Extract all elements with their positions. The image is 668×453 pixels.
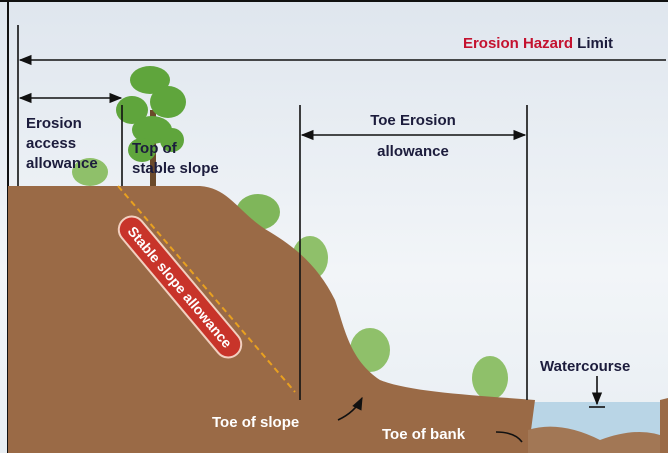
label: allowance <box>26 155 98 172</box>
title-red: Erosion Hazard <box>463 35 573 52</box>
label: Toe of slope <box>212 414 299 431</box>
title: Erosion Hazard Limit <box>463 35 613 52</box>
label: Top of <box>132 140 178 157</box>
title-dark: Limit <box>577 35 613 52</box>
label: allowance <box>377 143 449 160</box>
label: Toe Erosion <box>370 112 456 129</box>
label: stable slope <box>132 160 219 177</box>
label: Erosion <box>26 115 82 132</box>
label: Watercourse <box>540 358 630 375</box>
diagram: Erosion Hazard Limit Erosion access allo… <box>0 0 668 453</box>
far-bank <box>660 398 668 453</box>
label: Toe of bank <box>382 426 466 443</box>
label: access <box>26 135 76 152</box>
